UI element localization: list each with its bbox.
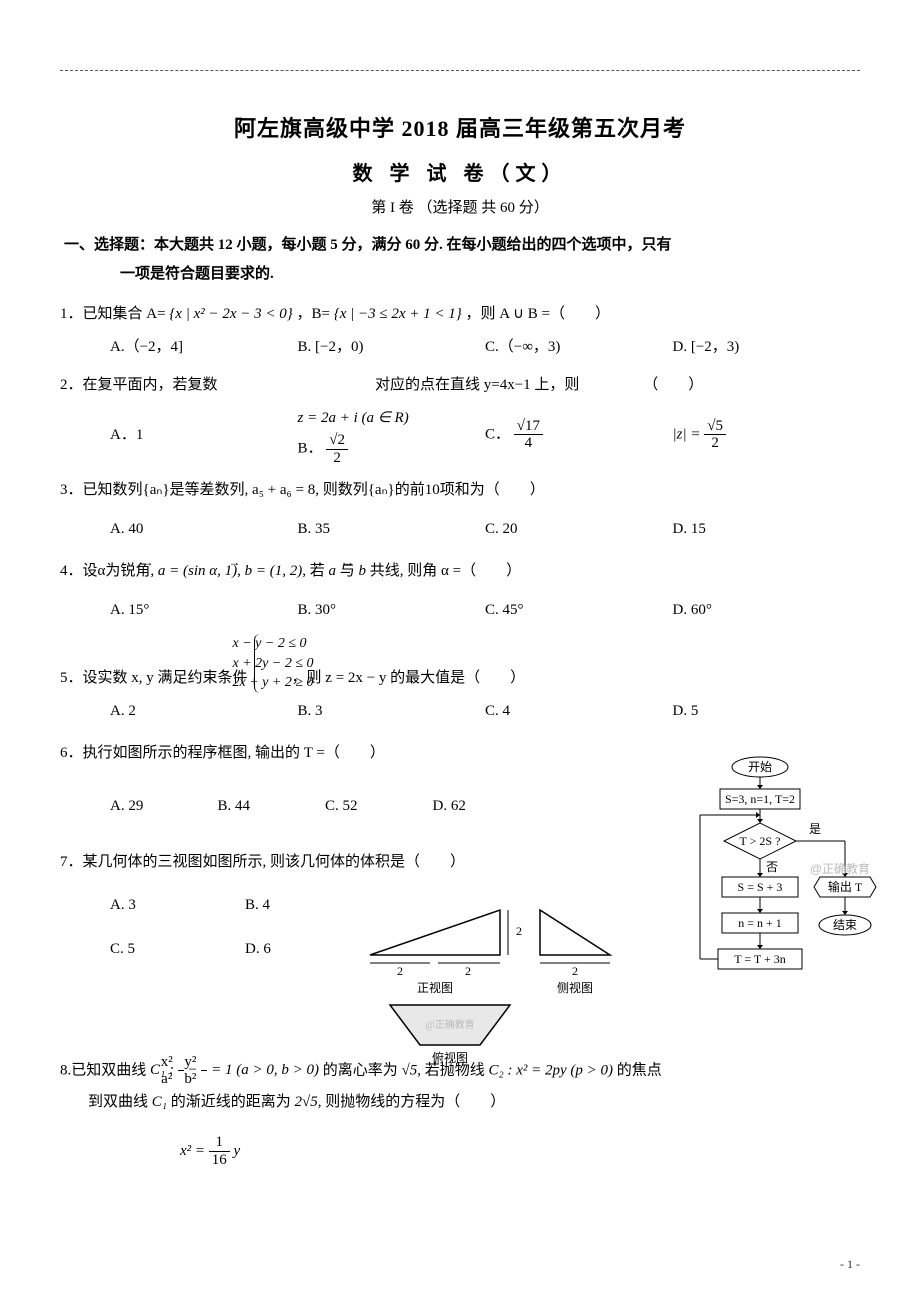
- q1-pre: 1．已知集合 A=: [60, 306, 166, 322]
- q2-c-n: √17: [514, 418, 543, 436]
- q2-c-d: 4: [514, 435, 543, 452]
- q2-pre: 2．在复平面内，若复数: [60, 377, 218, 393]
- three-views-diagram: 2 2 2 正视图 2 侧视图 俯视图 @正确教育: [360, 900, 620, 1070]
- flowchart-diagram: 开始 S=3, n=1, T=2 T > 2S ? 是 否 S = S + 3 …: [680, 755, 880, 1055]
- q5-opt-b: B. 3: [298, 697, 486, 726]
- fc-t: T = T + 3n: [734, 952, 786, 966]
- q6-opt-d: D. 62: [433, 792, 541, 821]
- fc-s: S = S + 3: [738, 880, 783, 894]
- q3-stem: 3．已知数列{aₙ}是等差数列, a₅ + a₆ = 8, 则数列{aₙ}的前1…: [60, 476, 860, 505]
- q2-opt-d: |z| = √52: [673, 418, 861, 452]
- q3-opt-d: D. 15: [673, 515, 861, 544]
- q1-opt-a: A.（−2，4]: [110, 333, 298, 362]
- q4-opt-a: A. 15°: [110, 596, 298, 625]
- q4-opt-c: C. 45°: [485, 596, 673, 625]
- fc-no: 否: [766, 860, 778, 874]
- q2-b-n: √2: [326, 432, 348, 450]
- top-divider: [60, 70, 860, 71]
- fc-start: 开始: [748, 760, 772, 774]
- q2-b-d: 2: [326, 450, 348, 467]
- exam-title: 阿左旗高级中学 2018 届高三年级第五次月考: [60, 111, 860, 143]
- q4-options: A. 15° B. 30° C. 45° D. 60°: [60, 596, 860, 625]
- q4-opt-d: D. 60°: [673, 596, 861, 625]
- q6-opt-b: B. 44: [218, 792, 326, 821]
- q6-opt-a: A. 29: [110, 792, 218, 821]
- q3-options: A. 40 B. 35 C. 20 D. 15: [60, 515, 860, 544]
- q5-options: A. 2 B. 3 C. 4 D. 5: [60, 697, 860, 726]
- v-d3: 2: [516, 924, 522, 938]
- fc-yes: 是: [809, 822, 821, 836]
- q3-opt-b: B. 35: [298, 515, 486, 544]
- q8-line2: 到双曲线 C₁ 的渐近线的距离为 2√5, 则抛物线的方程为（ ）: [60, 1088, 860, 1117]
- question-3: 3．已知数列{aₙ}是等差数列, a₅ + a₆ = 8, 则数列{aₙ}的前1…: [60, 476, 860, 543]
- q1-setB: {x | −3 ≤ 2x + 1 < 1}: [334, 306, 462, 322]
- q7-options: A. 3 B. 4 C. 5 D. 6: [60, 891, 380, 964]
- question-8: 8.已知双曲线 C₁ : x²a² − y²b² = 1 (a > 0, b >…: [60, 1054, 860, 1169]
- q6-options: A. 29 B. 44 C. 52 D. 62: [60, 792, 540, 821]
- q2-opt-c: C． √174: [485, 418, 673, 452]
- q5-pre: 5．设实数 x, y 满足约束条件: [88, 664, 248, 693]
- q5-opt-a: A. 2: [110, 697, 298, 726]
- question-2: 2．在复平面内，若复数 对应的点在直线 y=4x−1 上，则 （ ） A．1 z…: [60, 371, 860, 466]
- q3-opt-a: A. 40: [110, 515, 298, 544]
- q3-opt-c: C. 20: [485, 515, 673, 544]
- q1-setA: {x | x² − 2x − 3 < 0}: [169, 306, 292, 322]
- instructions-line1: 一、选择题：本大题共 12 小题，每小题 5 分，满分 60 分. 在每小题给出…: [64, 237, 672, 253]
- question-5: 5．设实数 x, y 满足约束条件 x − y − 2 ≤ 0 x + 2y −…: [60, 634, 860, 725]
- q7-opt-a: A. 3: [110, 891, 245, 920]
- q1-opt-c: C.（−∞，3): [485, 333, 673, 362]
- q2-zabs: |z| =: [673, 426, 701, 442]
- q2-options: A．1 z = 2a + i (a ∈ R) B． √22 C． √174 |z…: [60, 404, 860, 467]
- q2-z: z = 2a + i (a ∈ R): [298, 410, 409, 426]
- q4-opt-b: B. 30°: [298, 596, 486, 625]
- q5-opt-c: C. 4: [485, 697, 673, 726]
- instructions: 一、选择题：本大题共 12 小题，每小题 5 分，满分 60 分. 在每小题给出…: [60, 231, 860, 288]
- q2-mid: 对应的点在直线 y=4x−1 上，则: [375, 377, 579, 393]
- instructions-line2: 一项是符合题目要求的.: [64, 260, 860, 289]
- q1-tail: ，则 A ∪ B =（ ）: [466, 306, 610, 322]
- q2-c-label: C．: [485, 426, 510, 442]
- q5-opt-d: D. 5: [673, 697, 861, 726]
- q2-opt-b-label: B．: [298, 440, 323, 456]
- q2-opt-a: A．1: [110, 421, 298, 450]
- v-top: 俯视图: [432, 1050, 468, 1065]
- q8-opt: x² = 116 y: [60, 1134, 860, 1168]
- v-d2: 2: [465, 964, 471, 978]
- q1-opt-b: B. [−2，0): [298, 333, 486, 362]
- q2-d-d: 2: [704, 435, 726, 452]
- q6-opt-c: C. 52: [325, 792, 433, 821]
- page-number: - 1 -: [840, 1257, 860, 1272]
- fc-init: S=3, n=1, T=2: [725, 792, 795, 806]
- watermark-2: @正确教育: [810, 860, 870, 877]
- q1-opt-d: D. [−2，3): [673, 333, 861, 362]
- q5-post: ，则 z = 2x − y 的最大值是（ ）: [320, 664, 526, 693]
- exam-subtitle: 数 学 试 卷（文）: [60, 157, 860, 186]
- watermark-1: @正确教育: [425, 1018, 474, 1031]
- v-front: 正视图: [417, 980, 453, 995]
- v-d1: 2: [397, 964, 403, 978]
- question-1: 1．已知集合 A= {x | x² − 2x − 3 < 0} ，B= {x |…: [60, 300, 860, 361]
- fc-n: n = n + 1: [738, 916, 782, 930]
- v-d4: 2: [572, 964, 578, 978]
- q2-z-expr: z = 2a + i (a ∈ R) B． √22: [298, 404, 486, 467]
- q5-sys1: x − y − 2 ≤ 0: [261, 634, 314, 654]
- q1-options: A.（−2，4] B. [−2，0) C.（−∞，3) D. [−2，3): [60, 333, 860, 362]
- q7-opt-c: C. 5: [110, 935, 245, 964]
- fc-output: 输出 T: [828, 879, 863, 894]
- fc-end: 结束: [833, 918, 857, 932]
- q2-d-n: √5: [704, 418, 726, 436]
- q1-mid: ，B=: [297, 306, 330, 322]
- fc-cond: T > 2S ?: [740, 834, 781, 848]
- v-side: 侧视图: [557, 980, 593, 995]
- question-4: 4．设α为锐角, a = (sin α, 1), b = (1, 2), 若 a…: [60, 557, 860, 624]
- section-header: 第 I 卷 （选择题 共 60 分）: [60, 196, 860, 217]
